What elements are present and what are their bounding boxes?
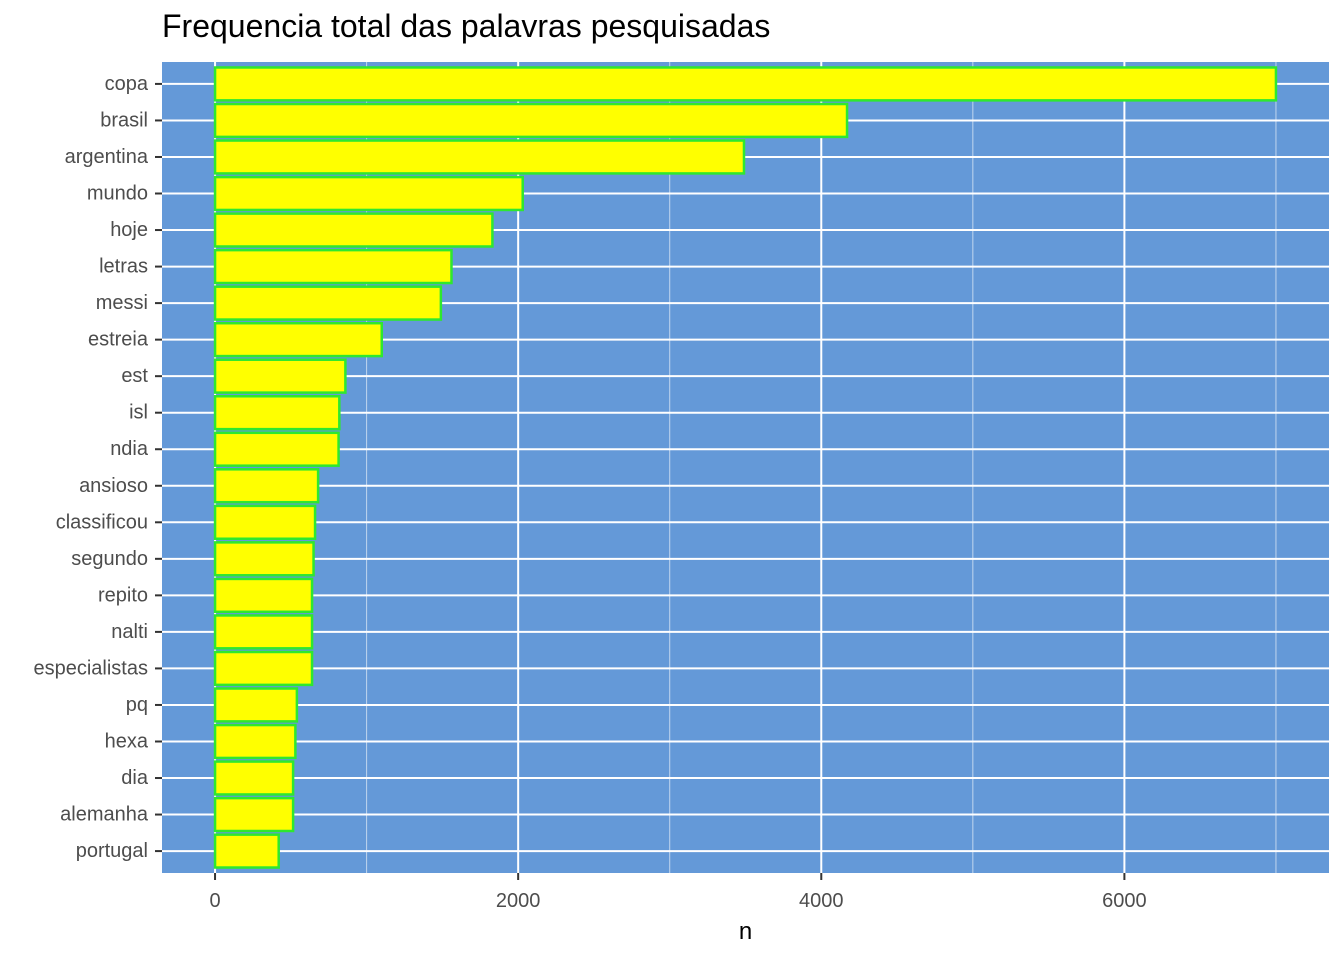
bar-letras [213,248,453,285]
y-tick-label: portugal [76,840,148,862]
bar-segundo [213,541,315,577]
y-tick-label: ndia [110,438,149,460]
y-tick-label: segundo [71,548,148,570]
y-axis: copa brasil argentina mundo hoje letras messi e… [33,73,162,862]
y-tick-label: estreia [88,329,149,351]
y-tick-label: letras [99,256,148,278]
bar-hexa [213,723,297,760]
bar-estreia [213,321,384,358]
bar-hoje [213,212,494,248]
y-tick-label: hexa [105,730,149,752]
y-tick-label: ansioso [79,475,148,497]
bar-isl [213,395,341,431]
bar-copa [213,66,1278,102]
bar-repito [213,577,314,614]
y-tick-label: argentina [65,146,149,168]
x-axis-title: n [739,918,752,945]
y-tick-label: est [121,365,148,387]
bar-brasil [213,102,849,139]
bar-classificou [213,504,317,540]
y-tick-label: nalti [111,621,148,643]
bar-ndia [213,431,340,467]
x-tick-label: 2000 [496,890,541,912]
y-tick-label: repito [98,584,148,606]
bar-alemanha [213,796,295,833]
y-tick-label: mundo [87,183,148,205]
bar-est [213,358,347,394]
bar-nalti [213,614,314,650]
bar-pq [213,687,299,723]
chart-title: Frequencia total das palavras pesquisada… [162,8,771,44]
y-tick-label: copa [105,73,149,95]
y-tick-label: dia [121,767,149,789]
bar-messi [213,285,443,321]
y-tick-label: messi [96,292,148,314]
x-tick-label: 4000 [799,890,844,912]
y-tick-label: brasil [100,109,148,131]
x-axis: 0 2000 4000 6000 [209,873,1147,912]
bar-mundo [213,175,524,212]
bars [213,66,1278,869]
x-tick-label: 6000 [1102,890,1147,912]
bar-dia [213,760,295,796]
bar-ansioso [213,468,320,504]
y-tick-label: hoje [110,219,148,241]
y-tick-label: alemanha [60,804,149,826]
y-tick-label: especialistas [33,657,148,679]
y-tick-label: classificou [56,511,148,533]
bar-portugal [213,833,280,869]
bar-especialistas [213,650,314,687]
x-tick-label: 0 [209,890,220,912]
y-tick-label: isl [129,402,148,424]
y-tick-label: pq [126,694,148,716]
bar-argentina [213,139,746,175]
